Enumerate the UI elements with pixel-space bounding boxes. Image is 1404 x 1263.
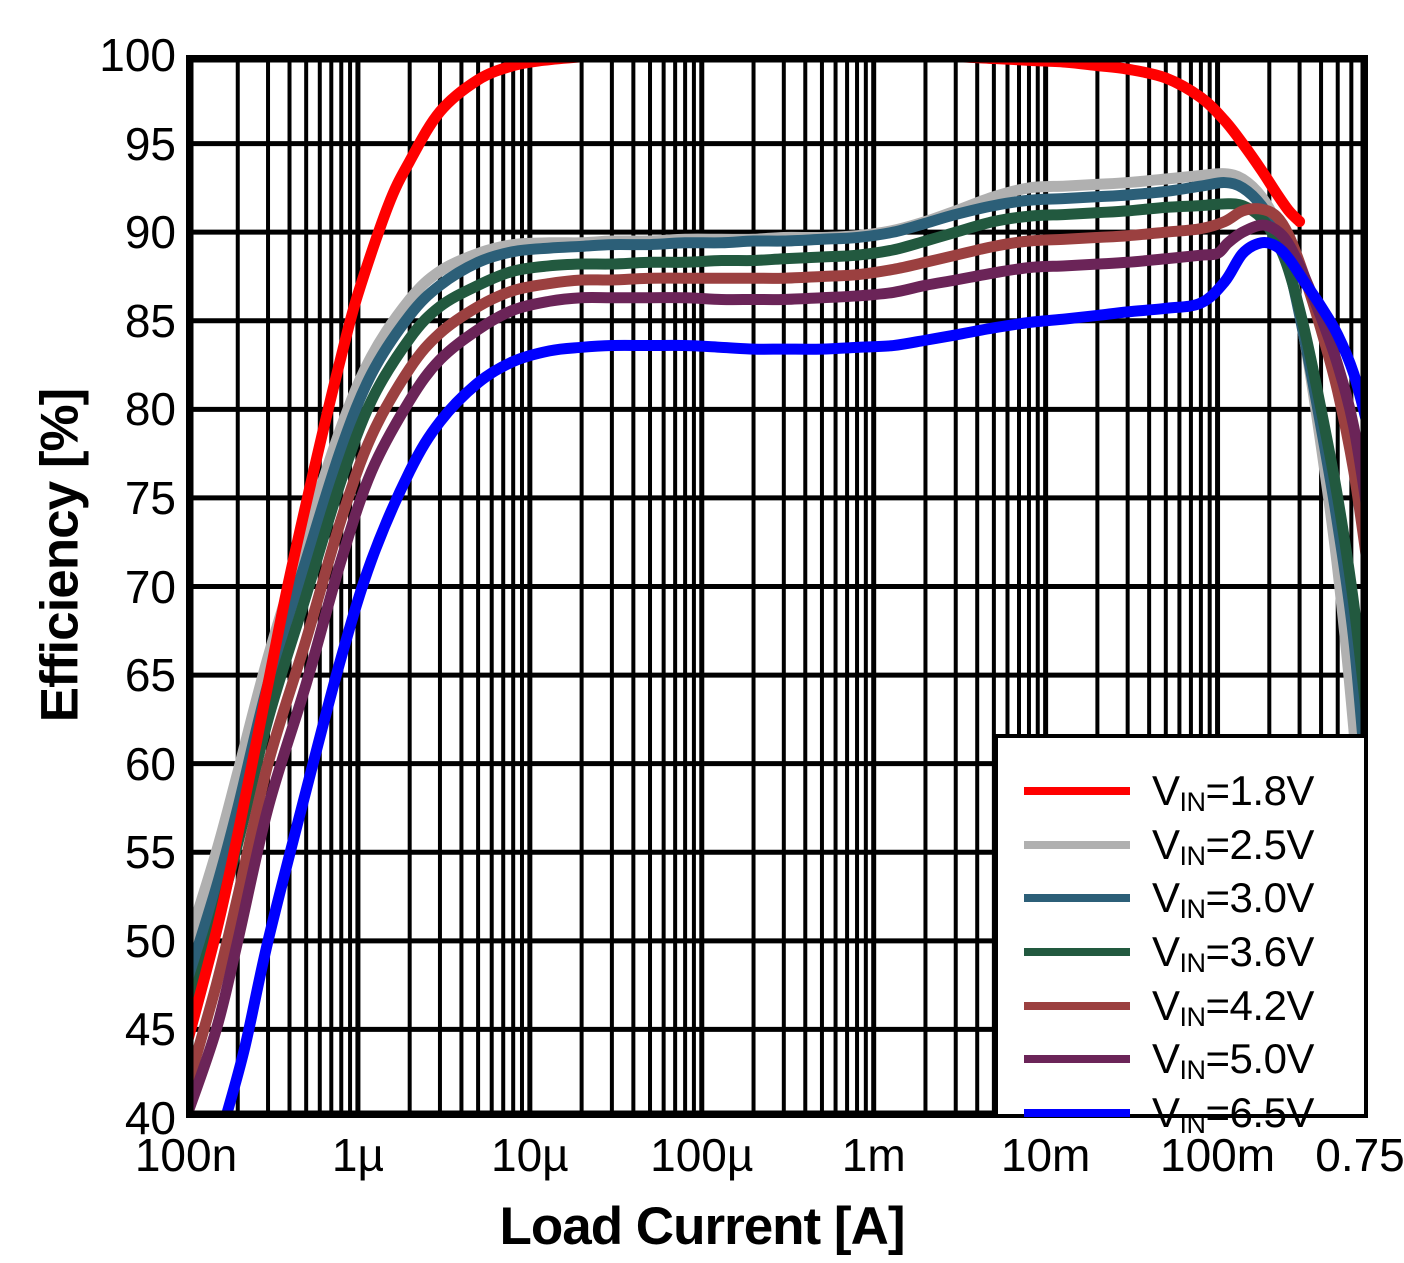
y-tick-label: 75 — [124, 471, 176, 524]
y-tick-label: 40 — [124, 1092, 176, 1144]
plot-area — [183, 52, 1371, 1121]
x-tick-label: 1m — [841, 1129, 906, 1181]
series-line — [186, 203, 1368, 1097]
legend-label: VIN=6.5V — [1152, 1089, 1314, 1139]
legend-label: VIN=4.2V — [1152, 981, 1314, 1032]
legend-item[interactable]: VIN=4.2V — [998, 981, 1364, 1032]
series-line — [220, 236, 1368, 1118]
legend-item[interactable]: VIN=6.5V — [998, 1088, 1364, 1139]
y-tick-label: 65 — [124, 649, 176, 702]
x-tick-label: 10m — [1000, 1129, 1091, 1181]
y-tick-label: 45 — [124, 1003, 176, 1056]
series-line — [186, 219, 1368, 1118]
x-tick-label: 100n — [134, 1129, 238, 1181]
legend-label: VIN=3.0V — [1152, 874, 1314, 925]
y-axis-title: Efficiency [%] — [30, 388, 90, 723]
series-line — [186, 55, 1306, 1053]
legend-item[interactable]: VIN=1.8V — [998, 766, 1364, 817]
x-tick-label: 100µ — [650, 1129, 754, 1181]
y-tick-label: 90 — [124, 206, 176, 259]
x-tick-label: 0.75 — [1315, 1129, 1404, 1181]
y-tick-label: 80 — [124, 383, 176, 436]
x-axis-title: Load Current [A] — [499, 1197, 905, 1256]
y-tick-label: 50 — [124, 914, 176, 967]
y-tick-label: 70 — [124, 560, 176, 613]
y-tick-label: 85 — [124, 294, 176, 347]
legend-item[interactable]: VIN=5.0V — [998, 1034, 1364, 1086]
chart-svg — [183, 52, 1371, 1121]
legend-label: VIN=5.0V — [1152, 1035, 1314, 1086]
legend-color-swatch — [1024, 787, 1130, 795]
legend-item[interactable]: VIN=2.5V — [998, 820, 1364, 871]
legend-color-swatch — [1024, 894, 1130, 903]
y-axis-tick-labels: 100 95 90 85 80 75 70 65 60 55 50 45 40 — [90, 0, 176, 1263]
series-group — [186, 55, 1368, 1118]
legend-label: VIN=2.5V — [1152, 820, 1314, 871]
x-tick-label: 1µ — [331, 1129, 384, 1181]
legend-color-swatch — [1024, 1055, 1130, 1064]
y-tick-label: 55 — [124, 826, 176, 879]
y-tick-label: 100 — [99, 29, 176, 81]
legend-items: VIN=1.8V VIN=2.5V VIN=3.0V VIN=3.6V VIN=4.2V… — [998, 738, 1364, 1139]
x-tick-label: 100m — [1160, 1129, 1276, 1181]
axis-frame — [183, 52, 1371, 1121]
legend-label: VIN=1.8V — [1152, 767, 1314, 817]
legend-item[interactable]: VIN=3.6V — [998, 927, 1364, 978]
legend-color-swatch — [1024, 1001, 1130, 1010]
legend-color-swatch — [1024, 840, 1130, 849]
legend-color-swatch — [1024, 948, 1130, 956]
y-tick-label: 95 — [124, 117, 176, 170]
x-tick-label: 10µ — [491, 1129, 569, 1181]
legend-label: VIN=3.6V — [1152, 928, 1314, 978]
legend-item[interactable]: VIN=3.0V — [998, 873, 1364, 925]
y-tick-label: 60 — [124, 737, 176, 790]
legend-box: VIN=1.8V VIN=2.5V VIN=3.0V VIN=3.6V VIN=4.2V… — [994, 734, 1368, 1139]
legend-color-swatch — [1024, 1109, 1130, 1117]
